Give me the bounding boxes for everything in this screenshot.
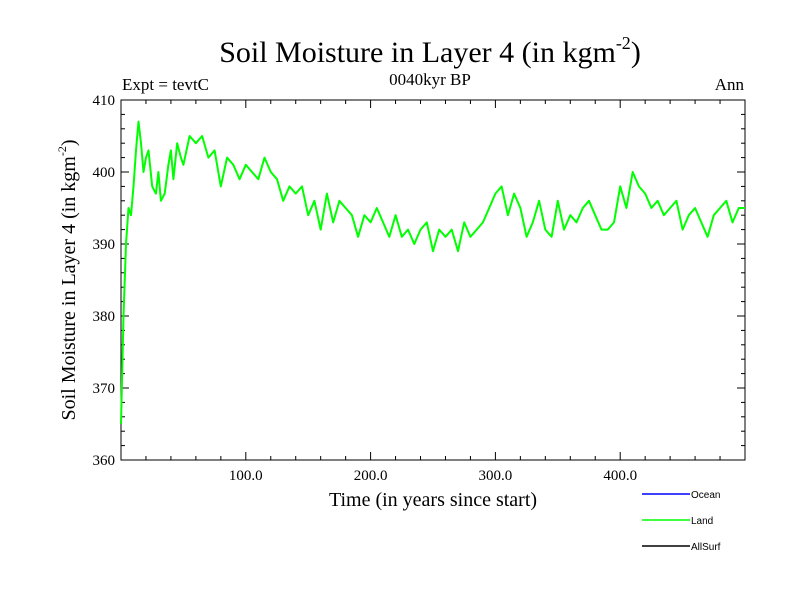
x-tick-label: 200.0 — [354, 468, 388, 484]
season-label: Ann — [715, 75, 745, 94]
x-axis: 100.0 200.0 300.0 400.0 — [145, 100, 721, 484]
y-tick-label: 410 — [93, 93, 116, 109]
legend: Ocean Land AllSurf — [642, 490, 721, 553]
legend-label-ocean: Ocean — [691, 490, 720, 501]
legend-item-ocean: Ocean — [642, 490, 720, 501]
chart-title: Soil Moisture in Layer 4 (in kgm-2) — [219, 33, 641, 69]
y-tick-label: 400 — [93, 165, 116, 181]
y-tick-label: 360 — [93, 453, 116, 469]
legend-label-land: Land — [691, 516, 713, 527]
x-tick-label: 400.0 — [603, 468, 637, 484]
y-axis-label: Soil Moisture in Layer 4 (in kgm-2) — [55, 139, 80, 420]
experiment-label: Expt = tevtC — [122, 75, 209, 94]
period-label: 0040kyr BP — [389, 70, 471, 89]
legend-item-allsurf: AllSurf — [642, 542, 721, 553]
y-axis: 360 370 380 390 400 410 — [93, 93, 745, 469]
y-tick-label: 380 — [93, 309, 116, 325]
legend-item-land: Land — [642, 516, 713, 527]
legend-label-allsurf: AllSurf — [691, 542, 721, 553]
y-tick-label: 390 — [93, 237, 116, 253]
x-tick-label: 300.0 — [479, 468, 513, 484]
plot-frame — [120, 99, 746, 461]
x-axis-label: Time (in years since start) — [329, 489, 537, 511]
series-layer — [120, 120, 745, 425]
y-tick-label: 370 — [93, 381, 116, 397]
series-line-land — [120, 120, 745, 425]
x-tick-label: 100.0 — [229, 468, 263, 484]
